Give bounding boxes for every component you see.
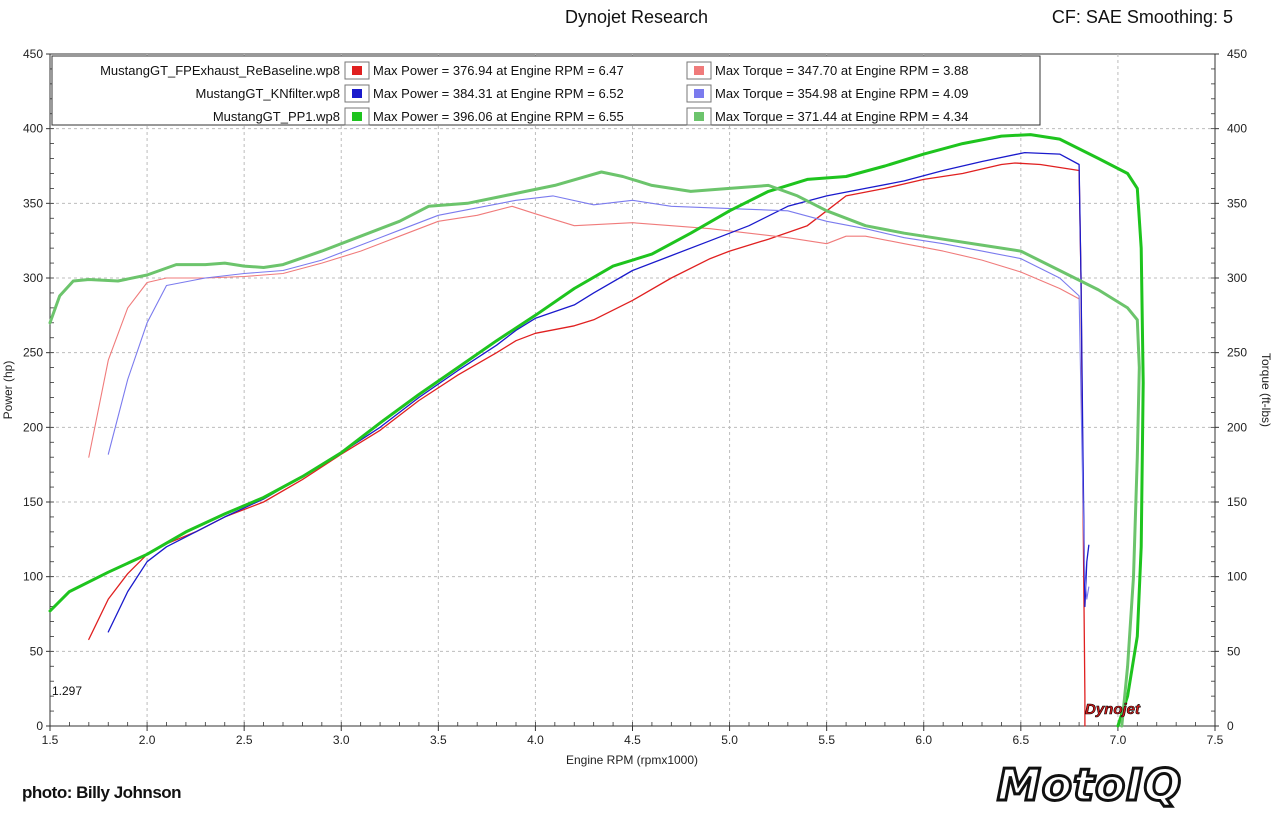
y-tick-label: 350 bbox=[23, 196, 43, 210]
legend-power-swatch-fill bbox=[352, 89, 362, 98]
run-number: 1.297 bbox=[52, 684, 83, 698]
x-tick-label: 1.5 bbox=[42, 733, 59, 747]
pp1-power-line bbox=[48, 133, 1145, 728]
y-tick-label: 450 bbox=[23, 47, 43, 61]
legend-power-swatch-fill bbox=[352, 112, 362, 121]
y-tick-label: 0 bbox=[36, 719, 43, 733]
y-tick-label: 300 bbox=[23, 271, 43, 285]
x-tick-label: 3.0 bbox=[333, 733, 350, 747]
legend-max-power: Max Power = 396.06 at Engine RPM = 6.55 bbox=[373, 109, 624, 124]
legend-file-name: MustangGT_PP1.wp8 bbox=[213, 109, 340, 124]
legend-max-torque: Max Torque = 354.98 at Engine RPM = 4.09 bbox=[715, 86, 968, 101]
legend-power-swatch-fill bbox=[352, 66, 362, 75]
motoiq-logo: MotoIQ bbox=[995, 759, 1183, 813]
y2-tick-label: 300 bbox=[1227, 271, 1247, 285]
dynojet-logo: Dynojet bbox=[1085, 701, 1141, 719]
legend-torque-swatch-fill bbox=[694, 66, 704, 75]
x-tick-label: 2.0 bbox=[139, 733, 156, 747]
x-tick-label: 7.5 bbox=[1207, 733, 1224, 747]
legend-torque-swatch-fill bbox=[694, 89, 704, 98]
y2-tick-label: 200 bbox=[1227, 420, 1247, 434]
x-tick-label: 7.0 bbox=[1110, 733, 1127, 747]
y-tick-label: 50 bbox=[30, 644, 44, 658]
y-axis-ticks: 0 50 100 150 200 250 300 350 400 450 bbox=[23, 47, 54, 733]
x-tick-label: 3.5 bbox=[430, 733, 447, 747]
legend-torque-swatch-fill bbox=[694, 112, 704, 121]
legend-max-torque: Max Torque = 371.44 at Engine RPM = 4.34 bbox=[715, 109, 968, 124]
legend: MustangGT_FPExhaust_ReBaseline.wp8 Max Po… bbox=[51, 55, 1041, 126]
grid-lines bbox=[50, 54, 1215, 726]
y2-tick-label: 150 bbox=[1227, 495, 1247, 509]
y-axis-label: Power (hp) bbox=[1, 361, 15, 420]
x-tick-label: 4.0 bbox=[527, 733, 544, 747]
y2-tick-label: 400 bbox=[1227, 122, 1247, 136]
x-tick-label: 5.0 bbox=[721, 733, 738, 747]
correction-factor-info: CF: SAE Smoothing: 5 bbox=[1051, 7, 1233, 27]
y-tick-label: 250 bbox=[23, 346, 43, 360]
baseline-torque-line bbox=[88, 205, 1080, 458]
y2-axis-ticks: 0 50 100 150 200 250 300 350 400 450 bbox=[1211, 47, 1247, 733]
y2-tick-label: 250 bbox=[1227, 346, 1247, 360]
series-lines bbox=[48, 133, 1145, 728]
y-tick-label: 150 bbox=[23, 495, 43, 509]
x-tick-label: 6.0 bbox=[915, 733, 932, 747]
legend-box bbox=[51, 55, 1041, 126]
x-tick-label: 2.5 bbox=[236, 733, 253, 747]
y2-tick-label: 450 bbox=[1227, 47, 1247, 61]
legend-max-power: Max Power = 384.31 at Engine RPM = 6.52 bbox=[373, 86, 624, 101]
legend-max-torque: Max Torque = 347.70 at Engine RPM = 3.88 bbox=[715, 63, 968, 78]
x-axis-label: Engine RPM (rpmx1000) bbox=[566, 753, 698, 767]
photo-credit: photo: Billy Johnson bbox=[22, 783, 182, 802]
y2-tick-label: 350 bbox=[1227, 196, 1247, 210]
chart-title: Dynojet Research bbox=[565, 7, 709, 27]
x-tick-label: 6.5 bbox=[1012, 733, 1029, 747]
knfilter-power-line bbox=[107, 151, 1090, 633]
pp1-torque-line bbox=[48, 170, 1141, 728]
y2-axis-label: Torque (ft-lbs) bbox=[1259, 353, 1273, 427]
y-tick-label: 100 bbox=[23, 570, 43, 584]
legend-file-name: MustangGT_KNfilter.wp8 bbox=[195, 86, 340, 101]
x-axis-ticks: 1.5 2.0 2.5 3.0 3.5 4.0 4.5 5.0 5.5 6.0 6.5 7.0 7.5 bbox=[42, 722, 1224, 747]
y2-tick-label: 100 bbox=[1227, 570, 1247, 584]
y2-tick-label: 0 bbox=[1227, 719, 1234, 733]
legend-max-power: Max Power = 376.94 at Engine RPM = 6.47 bbox=[373, 63, 624, 78]
y-tick-label: 200 bbox=[23, 420, 43, 434]
x-tick-label: 4.5 bbox=[624, 733, 641, 747]
y2-tick-label: 50 bbox=[1227, 644, 1241, 658]
y-tick-label: 400 bbox=[23, 122, 43, 136]
x-tick-label: 5.5 bbox=[818, 733, 835, 747]
legend-file-name: MustangGT_FPExhaust_ReBaseline.wp8 bbox=[100, 63, 340, 78]
knfilter-torque-line bbox=[107, 195, 1090, 600]
